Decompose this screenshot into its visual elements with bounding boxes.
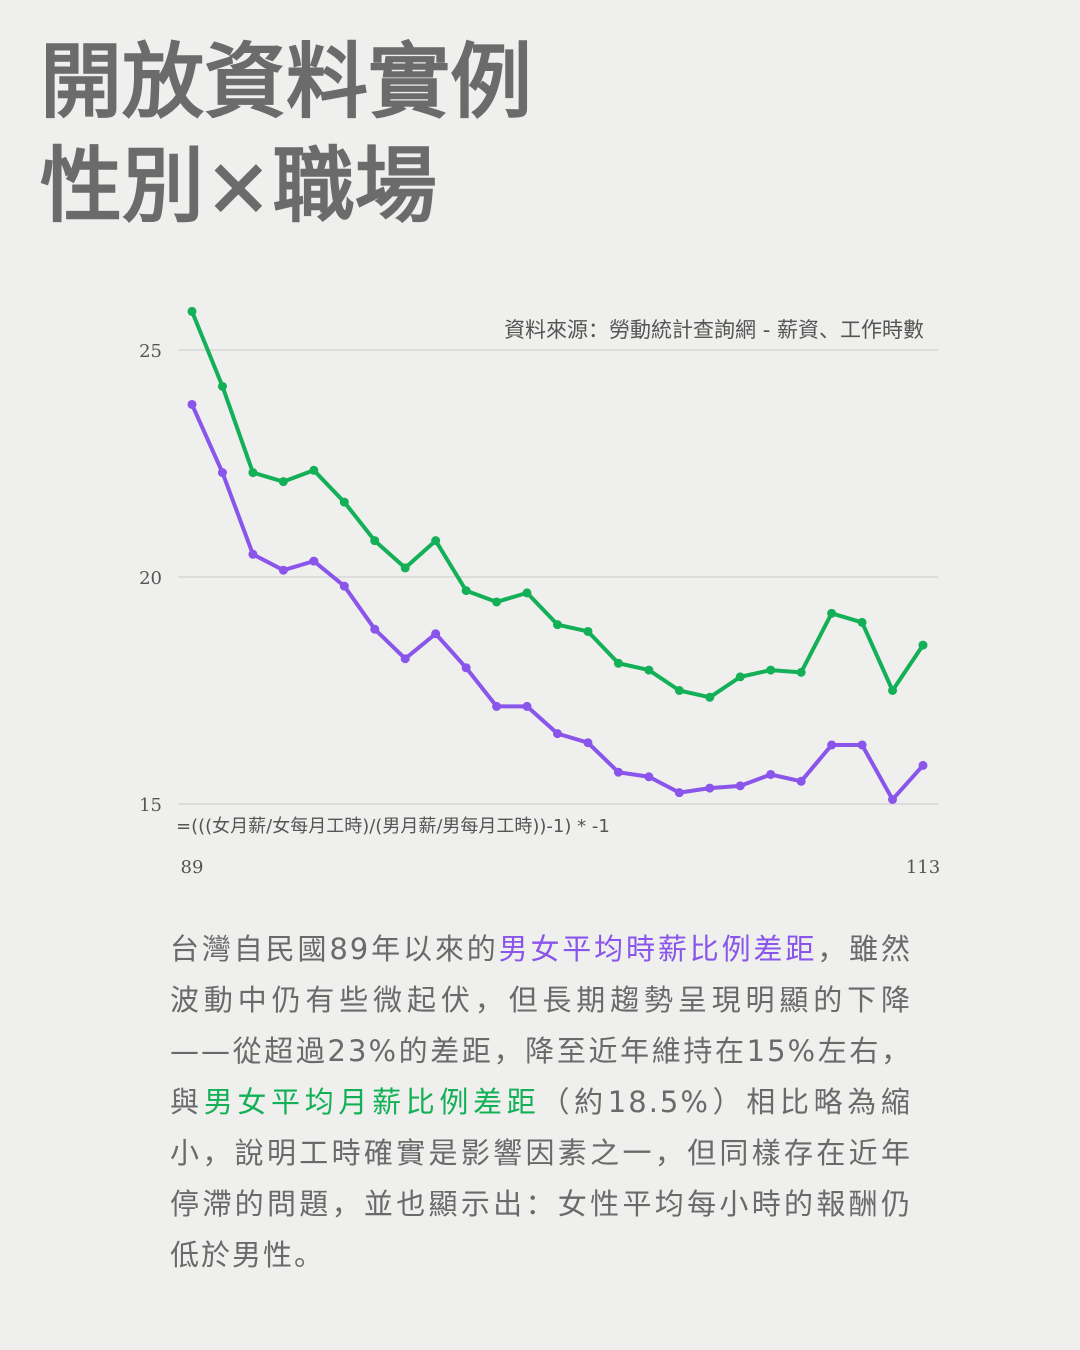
data-point-monthly (553, 620, 562, 630)
data-point-monthly (613, 658, 623, 668)
data-point-monthly (431, 536, 441, 546)
data-point-hourly (613, 767, 623, 777)
data-point-hourly (339, 581, 349, 591)
data-point-monthly (918, 640, 928, 650)
y-tick-label: 20 (139, 568, 162, 589)
data-point-monthly (492, 597, 502, 607)
tick-layer: 15 20 25 89 113 (139, 341, 940, 878)
data-point-monthly (796, 667, 806, 677)
x-tick-label: 113 (906, 857, 940, 878)
data-point-hourly (431, 629, 441, 639)
data-point-hourly (248, 549, 258, 559)
data-point-hourly (400, 654, 410, 664)
data-point-monthly (187, 306, 197, 316)
data-point-hourly (553, 729, 562, 739)
data-point-monthly (735, 672, 745, 682)
data-point-hourly (309, 556, 319, 566)
data-point-hourly (583, 738, 593, 748)
description-paragraph: 台灣自民國89年以來的男女平均時薪比例差距，雖然波動中仍有些微起伏，但長期趨勢呈… (170, 924, 912, 1281)
data-point-monthly (888, 686, 898, 695)
source-note: 資料來源：勞動統計查詢網 - 薪資、工作時數 (504, 318, 924, 342)
title-line-2: 性別×職場 (40, 138, 437, 234)
data-point-hourly (674, 788, 684, 798)
data-point-monthly (370, 536, 380, 546)
grid-layer (178, 349, 938, 805)
y-tick-label: 15 (139, 795, 162, 816)
y-tick-label: 25 (139, 341, 162, 362)
body-text-1: 台灣自民國89年以來的 (170, 932, 499, 966)
data-point-hourly (796, 776, 806, 786)
data-point-hourly (918, 760, 928, 770)
data-point-hourly (766, 769, 776, 779)
data-point-monthly (705, 692, 715, 702)
formula-note: =(((女月薪/女每月工時)/(男月薪/男每月工時))-1) * -1 (176, 816, 610, 837)
data-point-monthly (583, 626, 593, 636)
data-point-monthly (339, 497, 349, 507)
page-title: 開放資料實例 性別×職場 (40, 30, 532, 238)
series-layer (187, 306, 928, 804)
series-line-monthly (190, 309, 925, 700)
data-point-hourly (187, 399, 197, 409)
body-text-2: ，雖然波動中仍有些微起伏，但長期趨勢呈現明顯的下降——從超過23%的差距，降至近… (170, 932, 912, 1119)
data-point-hourly (370, 624, 380, 634)
data-point-monthly (461, 586, 471, 596)
data-point-monthly (857, 617, 867, 627)
data-point-monthly (309, 465, 319, 475)
data-point-hourly (492, 701, 502, 711)
data-point-monthly (827, 608, 837, 618)
data-point-hourly (705, 783, 715, 793)
data-point-hourly (461, 663, 471, 673)
data-point-monthly (766, 665, 776, 675)
data-point-monthly (278, 477, 288, 487)
data-point-hourly (827, 740, 837, 750)
highlight-hourly-gap: 男女平均時薪比例差距 (498, 932, 818, 966)
data-point-hourly (522, 701, 532, 711)
data-point-monthly (674, 686, 684, 695)
data-point-monthly (644, 665, 654, 675)
data-point-monthly (248, 468, 258, 478)
data-point-hourly (857, 740, 867, 750)
data-point-hourly (278, 565, 288, 575)
data-point-hourly (735, 781, 745, 791)
series-line-hourly (190, 402, 925, 802)
data-point-hourly (644, 772, 654, 782)
x-tick-label: 89 (181, 857, 204, 878)
line-chart: 15 20 25 89 113 (139, 306, 940, 878)
body-text-3: （約18.5%）相比略為縮小，說明工時確實是影響因素之一，但同樣存在近年停滯的問… (170, 1085, 912, 1272)
data-point-monthly (217, 381, 227, 391)
data-point-hourly (217, 468, 227, 478)
data-point-monthly (400, 563, 410, 573)
data-point-monthly (522, 588, 532, 598)
title-line-1: 開放資料實例 (40, 34, 533, 130)
data-point-hourly (888, 794, 898, 804)
highlight-monthly-gap: 男女平均月薪比例差距 (203, 1085, 541, 1119)
